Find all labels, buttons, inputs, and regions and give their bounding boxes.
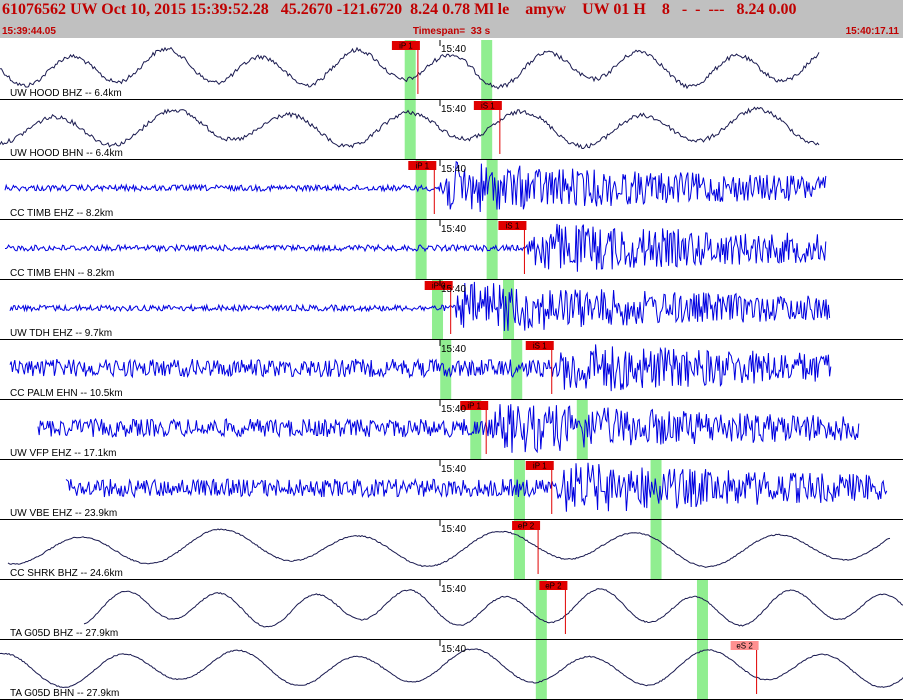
time-window-band [415,160,427,220]
trace-panel[interactable]: iP 1 15:40 UW VBE EHZ -- 23.9km [0,460,903,520]
phase-pick-label: iP 0 [432,282,446,291]
channel-label: TA G05D BHZ -- 27.9km [10,628,118,639]
phase-pick-box[interactable] [525,461,554,470]
channel-label: CC TIMB EHZ -- 8.2km [10,208,113,219]
waveform-trace [9,344,832,392]
phase-pick-label: iP 1 [467,402,481,411]
trace-panel[interactable]: iP 015:40 UW TDH EHZ -- 9.7km [0,280,903,340]
channel-label: UW VFP EHZ -- 17.1km [10,448,117,459]
minute-mark-label: 15:40 [441,584,466,595]
phase-pick-label: eP 2 [545,582,562,591]
start-time-label: 15:39:44.05 [2,26,56,37]
time-window-band [650,460,662,520]
channel-label: UW TDH EHZ -- 9.7km [10,328,112,339]
phase-pick-label: eP 2 [518,522,535,531]
phase-pick-box[interactable] [498,221,527,230]
phase-pick-label: iS 1 [533,342,547,351]
phase-pick-box[interactable] [512,521,541,530]
trace-panel[interactable]: iS 1 15:40 CC TIMB EHN -- 8.2km [0,220,903,280]
trace-panel[interactable]: iP 1 15:40 UW HOOD BHZ -- 6.4km [0,40,903,100]
channel-label: UW HOOD BHZ -- 6.4km [10,88,122,99]
trace-panel[interactable]: iP 1 15:40 CC TIMB EHZ -- 8.2km [0,160,903,220]
trace-panel[interactable]: eS 2 15:40 TA G05D BHN -- 27.9km [0,640,903,700]
phase-pick-box[interactable] [424,281,453,290]
channel-label: UW HOOD BHN -- 6.4km [10,148,123,159]
time-window-band [486,220,498,280]
minute-mark-label: 15:40 [441,404,466,415]
end-time-label: 15:40:17.11 [845,26,899,37]
trace-panel[interactable]: iS 1 15:40 UW HOOD BHN -- 6.4km [0,100,903,160]
phase-pick-label: iP 1 [415,162,429,171]
waveform-trace [5,223,827,272]
phase-pick-box[interactable] [730,641,759,650]
minute-mark-label: 15:40 [441,164,466,175]
phase-pick-label: eS 2 [736,642,753,651]
phase-pick-label: iP 1 [399,42,413,51]
time-window-band [404,100,416,160]
time-window-band [696,580,708,640]
time-window-band [513,520,525,580]
time-window-band [535,640,547,700]
event-header: 61076562 UW Oct 10, 2015 15:39:52.28 45.… [0,0,903,38]
time-window-band [415,220,427,280]
waveform-trace [0,46,820,90]
waveform-trace [65,462,888,512]
trace-panel[interactable]: iS 1 15:40 CC PALM EHN -- 10.5km [0,340,903,400]
phase-pick-label: iS 1 [481,102,495,111]
phase-pick-box[interactable] [539,581,568,590]
minute-mark-label: 15:40 [441,524,466,535]
minute-mark-label: 15:40 [441,44,466,55]
phase-pick-label: iS 1 [506,222,520,231]
phase-pick-box[interactable] [408,161,437,170]
phase-pick-label: iP 1 [533,462,547,471]
waveform-trace [0,106,820,149]
channel-label: UW VBE EHZ -- 23.9km [10,508,117,519]
channel-label: TA G05D BHN -- 27.9km [10,688,119,699]
time-window-band [696,640,708,700]
phase-pick-box[interactable] [391,41,420,50]
waveform-trace [9,281,831,332]
waveform-trace [7,528,891,568]
channel-label: CC TIMB EHN -- 8.2km [10,268,114,279]
waveform-trace [37,404,860,454]
waveform-trace [4,160,827,213]
waveform-trace [0,648,903,689]
trace-panel[interactable]: eP 2 15:40 TA G05D BHZ -- 27.9km [0,580,903,640]
minute-mark-label: 15:40 [441,284,466,295]
minute-mark-label: 15:40 [441,224,466,235]
channel-label: CC PALM EHN -- 10.5km [10,388,123,399]
phase-pick-box[interactable] [525,341,554,350]
waveform-trace [83,588,903,628]
minute-mark-label: 15:40 [441,644,466,655]
time-window-band [486,160,498,220]
event-summary-line: 61076562 UW Oct 10, 2015 15:39:52.28 45.… [2,1,797,18]
time-window-band [535,580,547,640]
timespan-label: Timespan= 33 s [412,26,491,37]
minute-mark-label: 15:40 [441,344,466,355]
trace-panel[interactable]: eP 2 15:40 CC SHRK BHZ -- 24.6km [0,520,903,580]
time-window-band [650,520,662,580]
phase-pick-box[interactable] [473,101,502,110]
phase-pick-box[interactable] [460,401,489,410]
minute-mark-label: 15:40 [441,104,466,115]
trace-panel[interactable]: iP 115:40 UW VFP EHZ -- 17.1km [0,400,903,460]
time-window-band [404,40,416,100]
minute-mark-label: 15:40 [441,464,466,475]
channel-label: CC SHRK BHZ -- 24.6km [10,568,123,579]
time-window-band [481,40,493,100]
